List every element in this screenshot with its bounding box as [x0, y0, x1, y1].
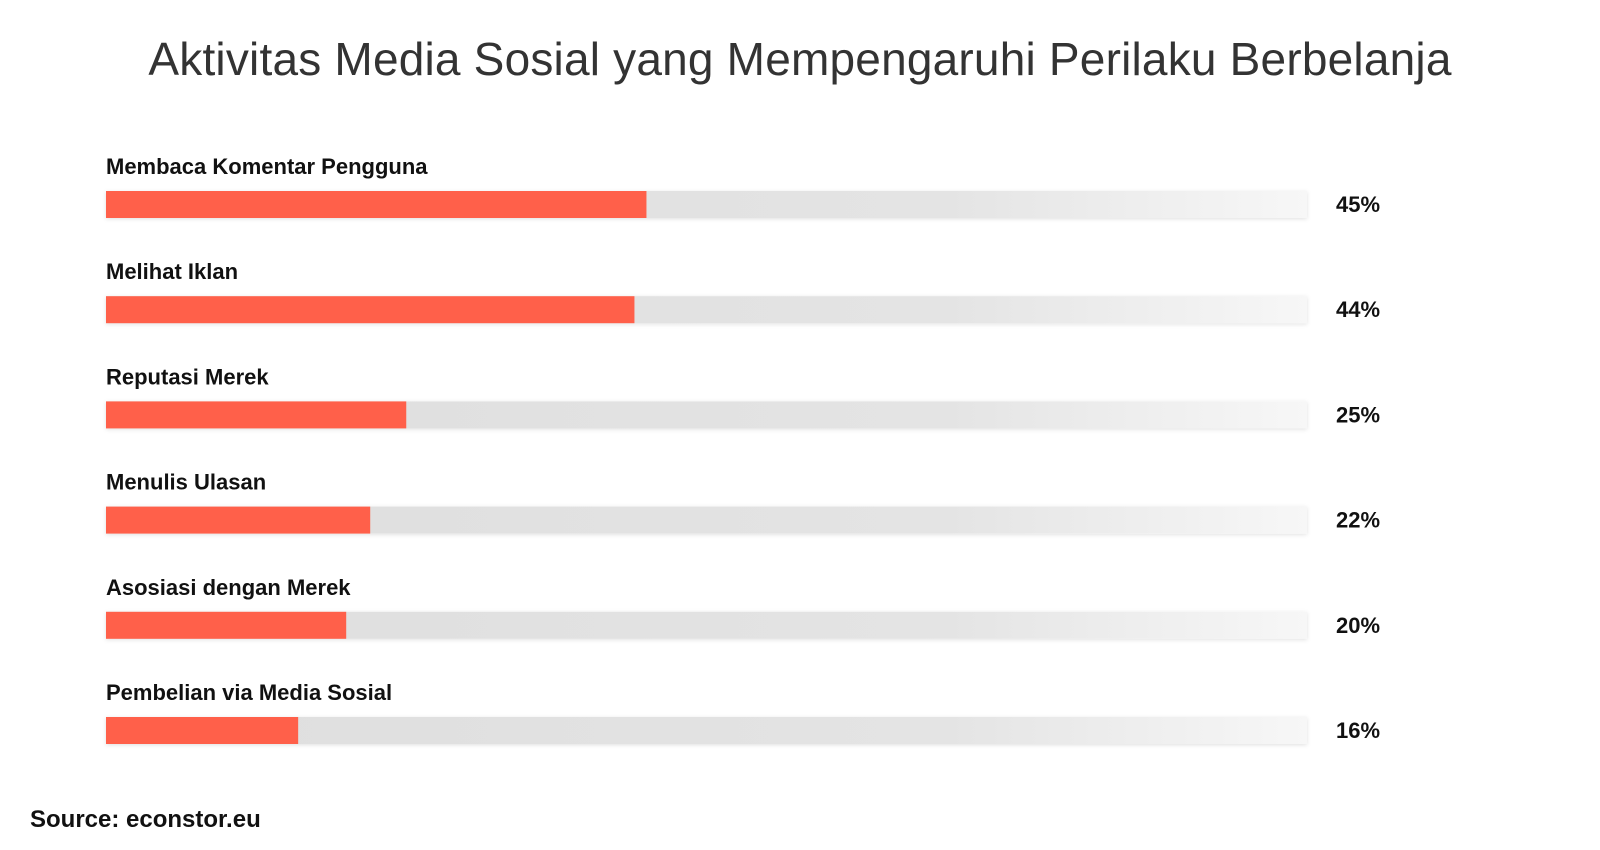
- category-label: Membaca Komentar Pengguna: [106, 154, 428, 179]
- bar: [106, 611, 347, 639]
- value-label: 20%: [1336, 613, 1380, 638]
- bar: [106, 401, 407, 429]
- value-label: 22%: [1336, 508, 1380, 533]
- value-label: 45%: [1336, 192, 1380, 217]
- bar: [106, 296, 635, 324]
- category-label: Menulis Ulasan: [106, 470, 266, 495]
- bar: [106, 717, 299, 744]
- value-label: 44%: [1336, 297, 1380, 322]
- bar-rows: Membaca Komentar Pengguna 45% Melihat Ikla…: [106, 154, 1380, 744]
- category-label: Reputasi Merek: [106, 364, 269, 389]
- source-note: Source: econstor.eu: [30, 806, 261, 833]
- value-label: 25%: [1336, 402, 1380, 427]
- chart-title: Aktivitas Media Sosial yang Mempengaruhi…: [148, 33, 1452, 85]
- bar: [106, 506, 371, 534]
- bar: [106, 191, 647, 218]
- category-label: Asosiasi dengan Merek: [106, 575, 351, 600]
- category-label: Melihat Iklan: [106, 259, 238, 284]
- value-label: 16%: [1336, 718, 1380, 743]
- category-label: Pembelian via Media Sosial: [106, 680, 392, 705]
- bar-track: [106, 717, 1307, 744]
